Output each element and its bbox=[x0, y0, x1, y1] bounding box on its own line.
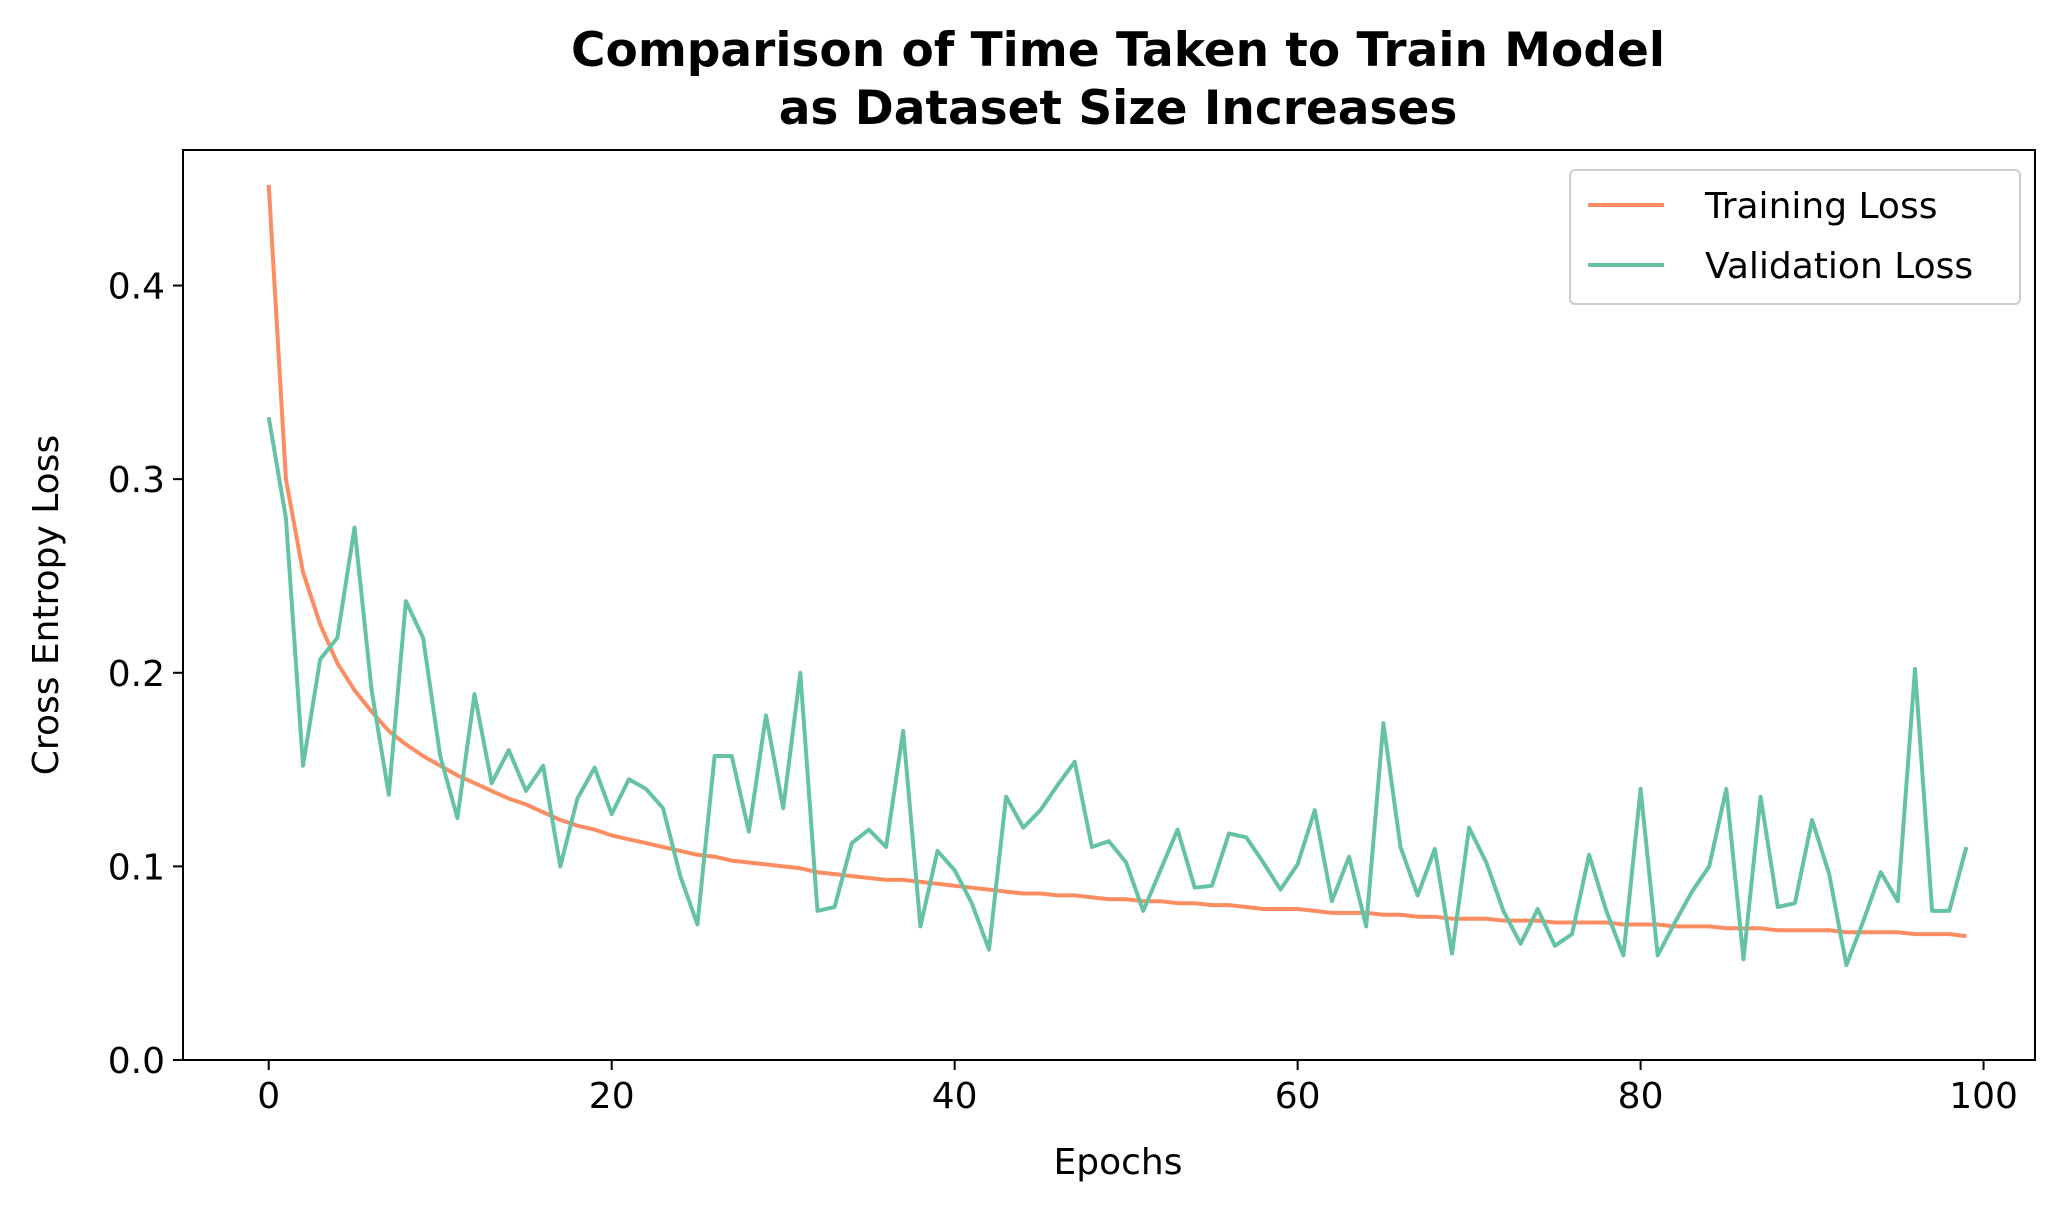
x-tick-label: 80 bbox=[1618, 1076, 1664, 1117]
x-tick-label: 100 bbox=[1949, 1076, 2018, 1117]
legend-label-training-loss: Training Loss bbox=[1704, 186, 1937, 227]
legend: Training Loss Validation Loss bbox=[1569, 169, 2021, 305]
y-axis-label: Cross Entropy Loss bbox=[26, 435, 67, 775]
series-line-validation-loss bbox=[266, 416, 1969, 968]
y-tick-label: 0.3 bbox=[108, 460, 165, 501]
y-tick-label: 0.1 bbox=[108, 847, 165, 888]
x-tick-label: 20 bbox=[589, 1076, 635, 1117]
x-tick-label: 60 bbox=[1275, 1076, 1321, 1117]
x-tick-label: 40 bbox=[932, 1076, 978, 1117]
x-axis-ticks: 0 20 40 60 80 100 bbox=[257, 1060, 2018, 1117]
y-tick-label: 0.4 bbox=[108, 267, 165, 308]
legend-box bbox=[1569, 169, 2021, 305]
chart-title-line-1: Comparison of Time Taken to Train Model bbox=[571, 23, 1665, 78]
x-axis-label: Epochs bbox=[1054, 1142, 1183, 1183]
plot-area-frame bbox=[182, 149, 2036, 1061]
chart-title-line-2: as Dataset Size Increases bbox=[779, 81, 1458, 136]
y-tick-label: 0.2 bbox=[108, 654, 165, 695]
legend-label-validation-loss: Validation Loss bbox=[1705, 246, 1973, 287]
series-layer bbox=[266, 184, 1969, 968]
y-tick-label: 0.0 bbox=[108, 1041, 165, 1082]
y-axis-ticks: 0.0 0.1 0.2 0.3 0.4 bbox=[108, 267, 183, 1082]
x-tick-label: 0 bbox=[257, 1076, 280, 1117]
